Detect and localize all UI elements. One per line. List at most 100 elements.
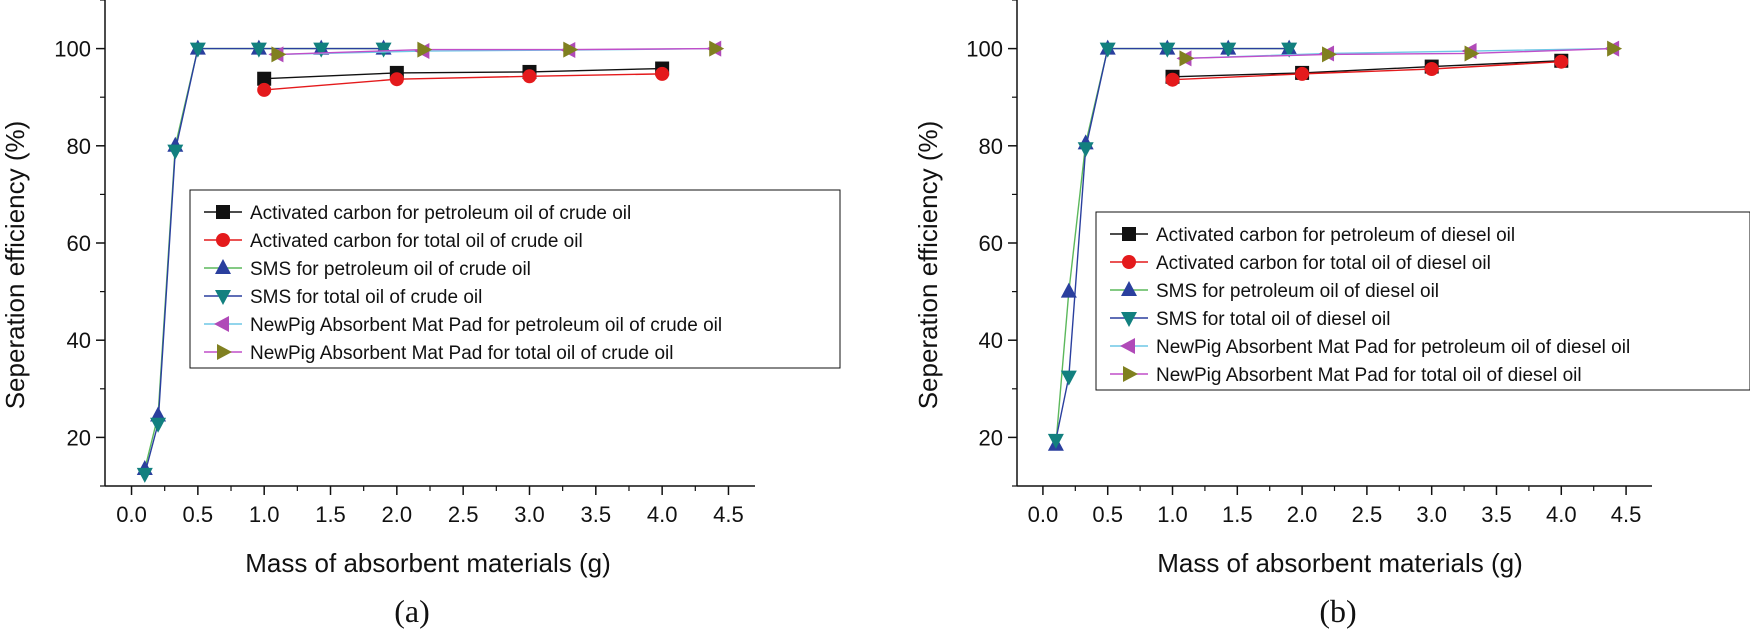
series-4 (1047, 42, 1298, 449)
series-line (1185, 47, 1614, 60)
series-6 (1179, 40, 1623, 67)
data-point (1322, 46, 1338, 63)
x-tick-label: 1.0 (249, 502, 280, 527)
legend-entry-3: SMS for petroleum oil of diesel oil (1110, 281, 1439, 302)
data-point (136, 467, 153, 483)
legend-label: Activated carbon for total oil of crude … (250, 231, 583, 252)
x-tick-label: 1.0 (1157, 502, 1188, 527)
series-line (277, 47, 716, 56)
ticks-b: 0.0 0.5 1.0 1.5 2.0 2.5 3.0 3.5 4.0 4.5 20 40 60 80 10… (966, 0, 1641, 527)
x-tick-label: 3.5 (1481, 502, 1512, 527)
x-tick-label: 0.0 (116, 502, 147, 527)
legend-entry-5: NewPig Absorbent Mat Pad for petroleum o… (204, 315, 722, 336)
legend-entry-6: NewPig Absorbent Mat Pad for total oil o… (204, 343, 674, 364)
legend-marker (217, 344, 232, 360)
x-tick-label: 3.0 (514, 502, 545, 527)
legend-label: NewPig Absorbent Mat Pad for petroleum o… (1156, 337, 1630, 358)
data-point (1060, 370, 1077, 386)
legend-label: SMS for total oil of crude oil (250, 287, 482, 308)
y-tick-label: 80 (979, 134, 1003, 159)
data-point (250, 42, 267, 58)
panel-label-a: (a) (394, 593, 430, 629)
legend-marker (1121, 281, 1137, 296)
data-point (257, 82, 272, 97)
series-a (136, 39, 725, 483)
data-point (1159, 42, 1176, 58)
series-line (264, 67, 663, 80)
y-axis-title-b: Seperation efficiency (%) (913, 121, 943, 410)
y-axis-title-a: Seperation efficiency (%) (0, 121, 30, 410)
y-tick-label: 20 (979, 425, 1003, 450)
data-point (1607, 40, 1623, 57)
y-tick-label: 100 (966, 37, 1003, 62)
series-line (1172, 61, 1562, 81)
data-point (167, 144, 184, 160)
x-tick-label: 1.5 (1222, 502, 1253, 527)
data-point (257, 71, 272, 86)
y-tick-label: 100 (54, 37, 91, 62)
data-point (150, 417, 167, 433)
legend-label: SMS for petroleum oil of crude oil (250, 259, 531, 280)
y-tick-label: 80 (67, 134, 91, 159)
x-axis-title-b: Mass of absorbent materials (g) (1157, 548, 1523, 578)
legend-marker (1121, 312, 1137, 327)
legend-a: Activated carbon for petroleum oil of cr… (189, 189, 841, 369)
data-point (1060, 282, 1077, 298)
x-tick-label: 0.0 (1028, 502, 1059, 527)
series-2 (1165, 54, 1569, 87)
legend-marker (214, 316, 229, 332)
x-tick-label: 0.5 (183, 502, 214, 527)
legend-entry-2: Activated carbon for total oil of crude … (204, 231, 583, 252)
legend-label: NewPig Absorbent Mat Pad for petroleum o… (250, 315, 722, 336)
series-6 (271, 40, 725, 63)
legend-label: SMS for petroleum oil of diesel oil (1156, 281, 1439, 302)
data-point (1464, 45, 1480, 62)
legend-entry-5: NewPig Absorbent Mat Pad for petroleum o… (1110, 337, 1630, 358)
legend-marker (215, 259, 231, 274)
legend-entry-4: SMS for total oil of crude oil (204, 287, 482, 308)
x-tick-label: 3.5 (581, 502, 612, 527)
legend-marker (1123, 366, 1138, 382)
chart-panel-b: 0.0 0.5 1.0 1.5 2.0 2.5 3.0 3.5 4.0 4.5 20 40 60 80 10… (913, 0, 1750, 629)
data-point (655, 66, 670, 81)
ticks-a: 0.0 0.5 1.0 1.5 2.0 2.5 3.0 3.5 4.0 4.5 20 40 60 80 10… (54, 0, 744, 527)
data-point (375, 42, 392, 58)
data-point (1077, 142, 1094, 158)
series-4 (136, 42, 392, 483)
legend-label: NewPig Absorbent Mat Pad for total oil o… (1156, 365, 1582, 386)
legend-marker (215, 290, 231, 305)
legend-label: Activated carbon for petroleum of diesel… (1156, 225, 1515, 246)
legend-entry-6: NewPig Absorbent Mat Pad for total oil o… (1110, 365, 1582, 386)
legend-b: Activated carbon for petroleum of diesel… (1095, 211, 1750, 391)
y-tick-label: 60 (979, 231, 1003, 256)
x-tick-label: 1.5 (315, 502, 346, 527)
series-line (1172, 60, 1562, 78)
data-point (1165, 72, 1180, 87)
x-tick-label: 4.5 (713, 502, 744, 527)
x-axis-title-a: Mass of absorbent materials (g) (245, 548, 611, 578)
data-point (1554, 54, 1569, 69)
data-point (389, 72, 404, 87)
data-point (709, 40, 725, 57)
legend-label: Activated carbon for petroleum oil of cr… (250, 203, 631, 224)
x-tick-label: 3.0 (1416, 502, 1447, 527)
series-1 (257, 61, 670, 86)
series-2 (257, 66, 670, 97)
chart-panel-a: 0.0 0.5 1.0 1.5 2.0 2.5 3.0 3.5 4.0 4.5 20 40 60 80 10… (0, 0, 841, 629)
legend-label: SMS for total oil of diesel oil (1156, 309, 1390, 330)
data-point (563, 41, 579, 58)
x-tick-label: 2.0 (382, 502, 413, 527)
legend-marker (216, 205, 230, 219)
legend-label: Activated carbon for total oil of diesel… (1156, 253, 1491, 274)
legend-label: NewPig Absorbent Mat Pad for total oil o… (250, 343, 674, 364)
series-b (1047, 39, 1623, 451)
legend-entry-4: SMS for total oil of diesel oil (1110, 309, 1390, 330)
legend-box-b (1095, 211, 1750, 391)
y-tick-label: 60 (67, 231, 91, 256)
data-point (271, 46, 287, 63)
legend-marker (1122, 255, 1136, 269)
series-5 (268, 40, 722, 63)
legend-marker (216, 233, 230, 247)
x-tick-label: 0.5 (1092, 502, 1123, 527)
